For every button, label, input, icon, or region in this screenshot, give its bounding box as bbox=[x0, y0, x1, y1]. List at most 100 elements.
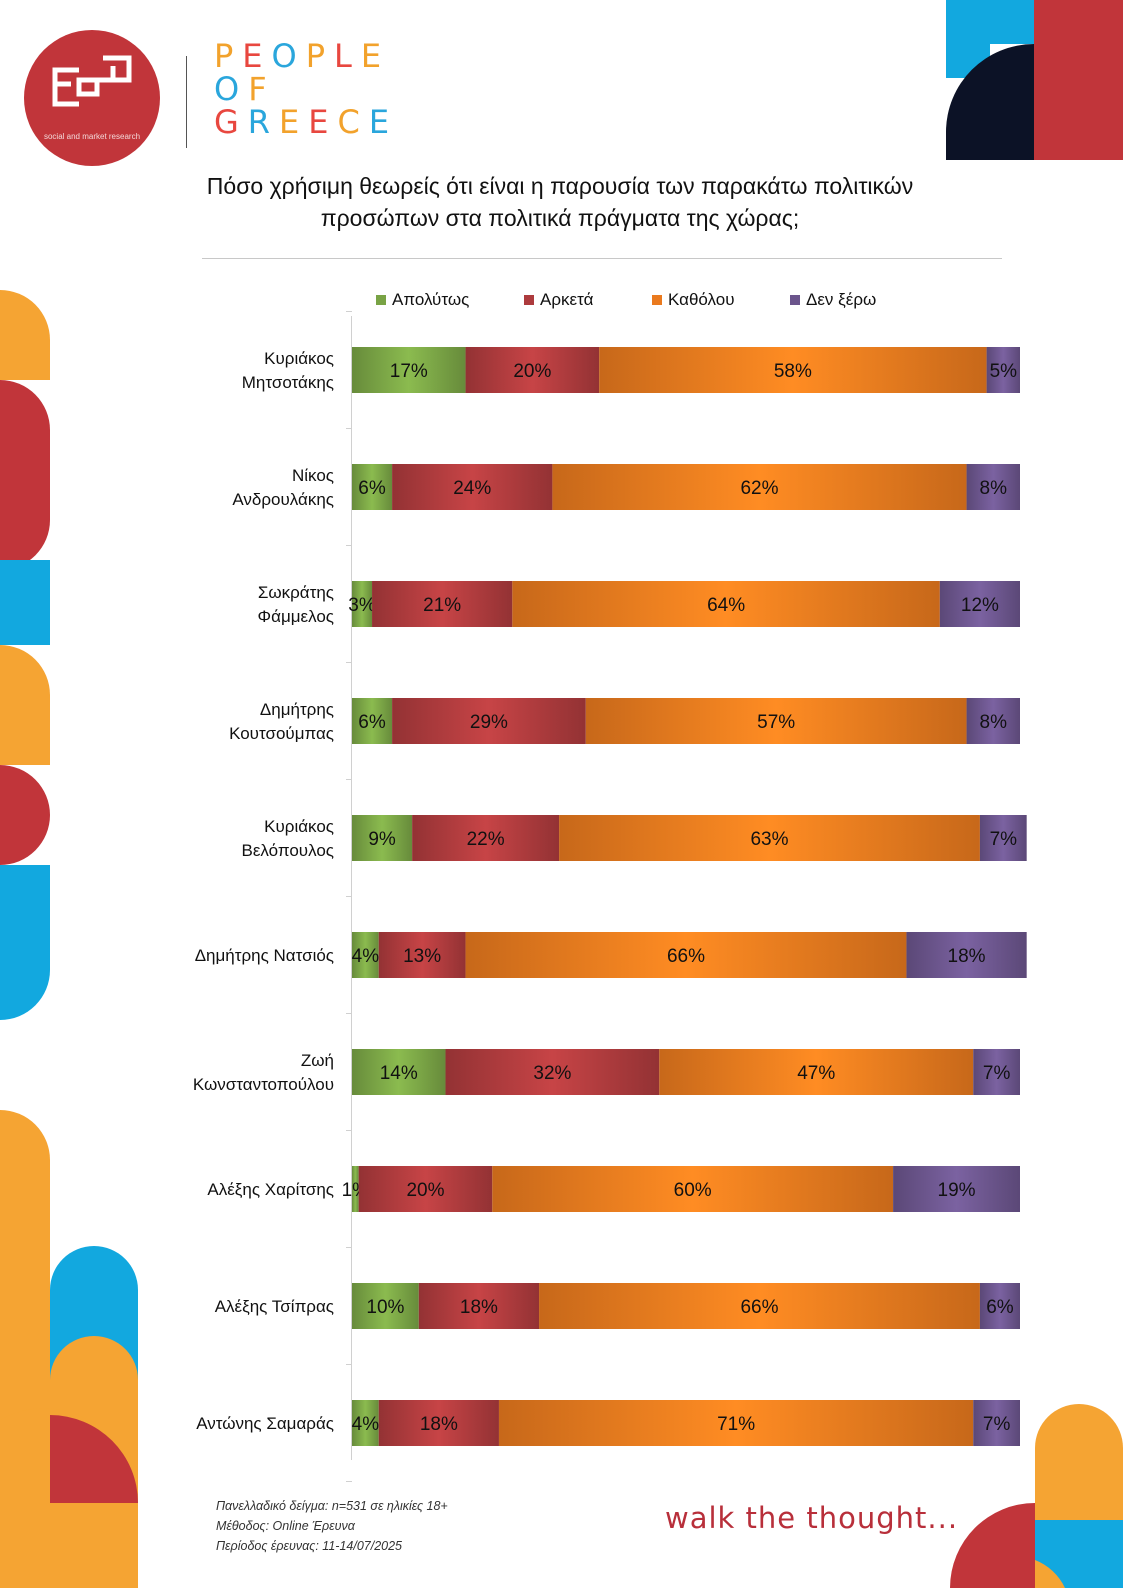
category-label: Αλέξης Τσίπρας bbox=[215, 1297, 334, 1316]
data-label: 29% bbox=[470, 712, 508, 733]
legend-item: Δεν ξέρω bbox=[790, 288, 876, 312]
brand-letter: F bbox=[248, 70, 276, 108]
data-label: 8% bbox=[980, 478, 1008, 499]
data-label: 71% bbox=[717, 1414, 755, 1435]
category-label-line: Κυριάκος bbox=[264, 817, 334, 836]
data-label: 57% bbox=[757, 712, 795, 733]
bar-segment-Απολύτως bbox=[352, 347, 466, 393]
data-label: 8% bbox=[980, 712, 1008, 733]
category-label-line: Ζωή bbox=[301, 1051, 334, 1070]
data-label: 17% bbox=[390, 361, 428, 382]
bar-segment-Απολύτως bbox=[352, 1400, 379, 1446]
legend-label: Απολύτως bbox=[392, 290, 470, 309]
legend-item: Απολύτως bbox=[376, 288, 469, 312]
brand-line: GREECE bbox=[214, 106, 398, 139]
data-label: 62% bbox=[740, 478, 778, 499]
logo-divider bbox=[186, 56, 187, 148]
data-label: 58% bbox=[774, 361, 812, 382]
bar-segment-Απολύτως bbox=[352, 581, 373, 627]
bar-segment-Αρκετά bbox=[392, 464, 553, 510]
data-label: 6% bbox=[986, 1297, 1014, 1318]
data-label: 20% bbox=[406, 1180, 444, 1201]
legend-swatch bbox=[376, 295, 386, 305]
category-label-line: Δημήτρης bbox=[260, 700, 334, 719]
legend-label: Αρκετά bbox=[540, 290, 594, 309]
category-label: Αλέξης Χαρίτσης bbox=[207, 1180, 334, 1199]
data-label: 22% bbox=[467, 829, 505, 850]
brand-line: PEOPLE bbox=[214, 40, 398, 73]
data-label: 19% bbox=[938, 1180, 976, 1201]
bar-segment-Δεν ξέρω bbox=[979, 1283, 1020, 1329]
bar-segment-Καθόλου bbox=[492, 1166, 894, 1212]
brand-letter: O bbox=[214, 70, 249, 108]
category-label-line: Αλέξης Τσίπρας bbox=[215, 1297, 334, 1316]
data-label: 5% bbox=[990, 361, 1018, 382]
data-label: 18% bbox=[420, 1414, 458, 1435]
data-label: 3% bbox=[348, 595, 376, 616]
brand-line: OF bbox=[214, 73, 398, 106]
bar-segment-Απολύτως bbox=[352, 815, 413, 861]
legend-item: Καθόλου bbox=[652, 288, 735, 312]
data-label: 60% bbox=[674, 1180, 712, 1201]
bar-segment-Δεν ξέρω bbox=[939, 581, 1020, 627]
data-label: 9% bbox=[368, 829, 396, 850]
category-label: Δημήτρης Κουτσούμπας bbox=[229, 700, 334, 743]
category-label-line: Αλέξης Χαρίτσης bbox=[207, 1180, 334, 1199]
data-label: 63% bbox=[750, 829, 788, 850]
bar-segment-Δεν ξέρω bbox=[966, 698, 1020, 744]
bar-segment-Απολύτως bbox=[352, 464, 393, 510]
brand-letter: C bbox=[337, 103, 369, 141]
legend-swatch bbox=[524, 295, 534, 305]
bar-segment-Απολύτως bbox=[352, 932, 379, 978]
chart-legend: Απολύτως Αρκετά Καθόλου Δεν ξέρω bbox=[376, 288, 1016, 312]
logo-tagline: social and market research bbox=[43, 132, 141, 141]
data-label: 47% bbox=[797, 1063, 835, 1084]
category-label-line: Αντώνης Σαμαράς bbox=[196, 1414, 334, 1433]
data-label: 7% bbox=[983, 1063, 1011, 1084]
data-label: 20% bbox=[513, 361, 551, 382]
bar-segment-Αρκετά bbox=[418, 1283, 540, 1329]
bar-segment-Απολύτως bbox=[352, 698, 393, 744]
bar-segment-Δεν ξέρω bbox=[973, 1049, 1020, 1095]
data-label: 4% bbox=[352, 946, 380, 967]
bar-segment-Καθόλου bbox=[465, 932, 907, 978]
category-label-line: Φάμμελος bbox=[258, 607, 334, 626]
bar-segment-Αρκετά bbox=[372, 581, 513, 627]
brand-letter: E bbox=[368, 103, 399, 141]
slogan: walk the thought... bbox=[665, 1501, 959, 1535]
category-label-line: Βελόπουλος bbox=[241, 841, 334, 860]
period-note: Περίοδος έρευνας: 11-14/07/2025 bbox=[216, 1539, 403, 1553]
brand-letter: O bbox=[271, 37, 306, 75]
people-of-greece-brand: PEOPLE OF GREECE bbox=[214, 40, 398, 139]
category-label-line: Κυριάκος bbox=[264, 349, 334, 368]
legend-label: Καθόλου bbox=[668, 290, 735, 309]
bar-segment-Καθόλου bbox=[559, 815, 980, 861]
category-label-line: Δημήτρης Νατσιός bbox=[195, 946, 334, 965]
data-label: 7% bbox=[983, 1414, 1011, 1435]
method-note: Μέθοδος: Online Έρευνα bbox=[216, 1519, 355, 1533]
bar-segment-Αρκετά bbox=[445, 1049, 660, 1095]
brand-letter: E bbox=[242, 37, 272, 75]
data-label: 66% bbox=[740, 1297, 778, 1318]
category-label: Αντώνης Σαμαράς bbox=[196, 1414, 334, 1433]
category-label-line: Κωνσταντοπούλου bbox=[193, 1075, 334, 1094]
category-label: Σωκράτης Φάμμελος bbox=[258, 583, 334, 626]
data-label: 32% bbox=[533, 1063, 571, 1084]
bar-segment-Αρκετά bbox=[392, 698, 586, 744]
ged-logo-icon bbox=[52, 55, 132, 107]
category-label: Κυριάκος Μητσοτάκης bbox=[242, 349, 334, 392]
bar-segment-Δεν ξέρω bbox=[973, 1400, 1020, 1446]
bar-segment-Καθόλου bbox=[599, 347, 987, 393]
data-label: 10% bbox=[366, 1297, 404, 1318]
bar-segment-Απολύτως bbox=[352, 1049, 446, 1095]
data-label: 13% bbox=[403, 946, 441, 967]
data-label: 6% bbox=[358, 712, 386, 733]
legend-item: Αρκετά bbox=[524, 288, 593, 312]
title-divider bbox=[202, 258, 1002, 259]
data-label: 6% bbox=[358, 478, 386, 499]
brand-letter: P bbox=[305, 37, 334, 75]
brand-letter: G bbox=[214, 103, 248, 141]
bar-segment-Καθόλου bbox=[585, 698, 967, 744]
